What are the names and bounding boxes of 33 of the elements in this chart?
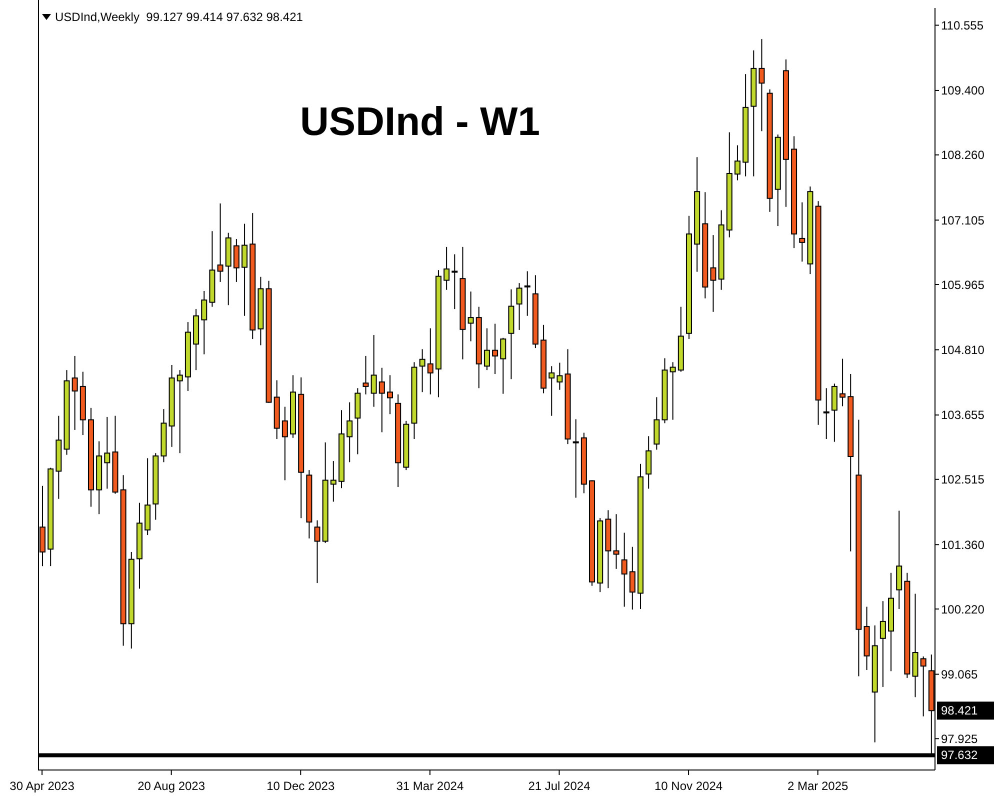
- candlestick: [670, 362, 676, 420]
- y-tick-label: 99.065: [941, 668, 978, 682]
- text: 98.421: [941, 704, 978, 718]
- y-tick-label: 102.515: [941, 472, 985, 487]
- candlestick: [452, 254, 458, 310]
- x-tick-label: 2 Mar 2025: [787, 779, 848, 793]
- y-tick-label: 105.965: [941, 278, 985, 292]
- candlestick: [524, 271, 530, 316]
- ref-line-label: 97.632: [941, 748, 978, 762]
- x-tick-label: 20 Aug 2023: [138, 779, 206, 793]
- candlestick: [176, 370, 183, 454]
- chart-subtitle: USDInd,Weekly 99.127 99.414 97.632 98.421: [55, 10, 303, 24]
- candlestick: [840, 358, 846, 406]
- candlestick: [823, 388, 830, 439]
- candlestick: [613, 514, 620, 569]
- x-tick-label: 10 Nov 2024: [654, 779, 723, 793]
- y-tick-label: 109.400: [941, 84, 985, 98]
- y-tick-label: 100.220: [941, 602, 985, 616]
- candlestick: [572, 419, 579, 498]
- y-tick-label: 101.360: [941, 538, 985, 552]
- y-tick-label: 104.810: [941, 343, 985, 357]
- y-tick-label: 108.260: [941, 148, 985, 162]
- candlestick: [217, 203, 224, 282]
- y-tick-label: 103.655: [941, 408, 985, 422]
- y-tick-label: 110.555: [941, 18, 984, 32]
- y-tick-label: 107.105: [941, 213, 985, 228]
- x-tick-label: 30 Apr 2023: [10, 779, 75, 793]
- x-tick-label: 10 Dec 2023: [266, 779, 335, 793]
- candlestick: [799, 202, 806, 262]
- y-tick-label: 97.925: [941, 732, 978, 746]
- x-tick-label: 21 Jul 2024: [528, 779, 591, 793]
- x-tick-label: 31 Mar 2024: [396, 779, 464, 793]
- text: USDInd - W1: [300, 100, 540, 145]
